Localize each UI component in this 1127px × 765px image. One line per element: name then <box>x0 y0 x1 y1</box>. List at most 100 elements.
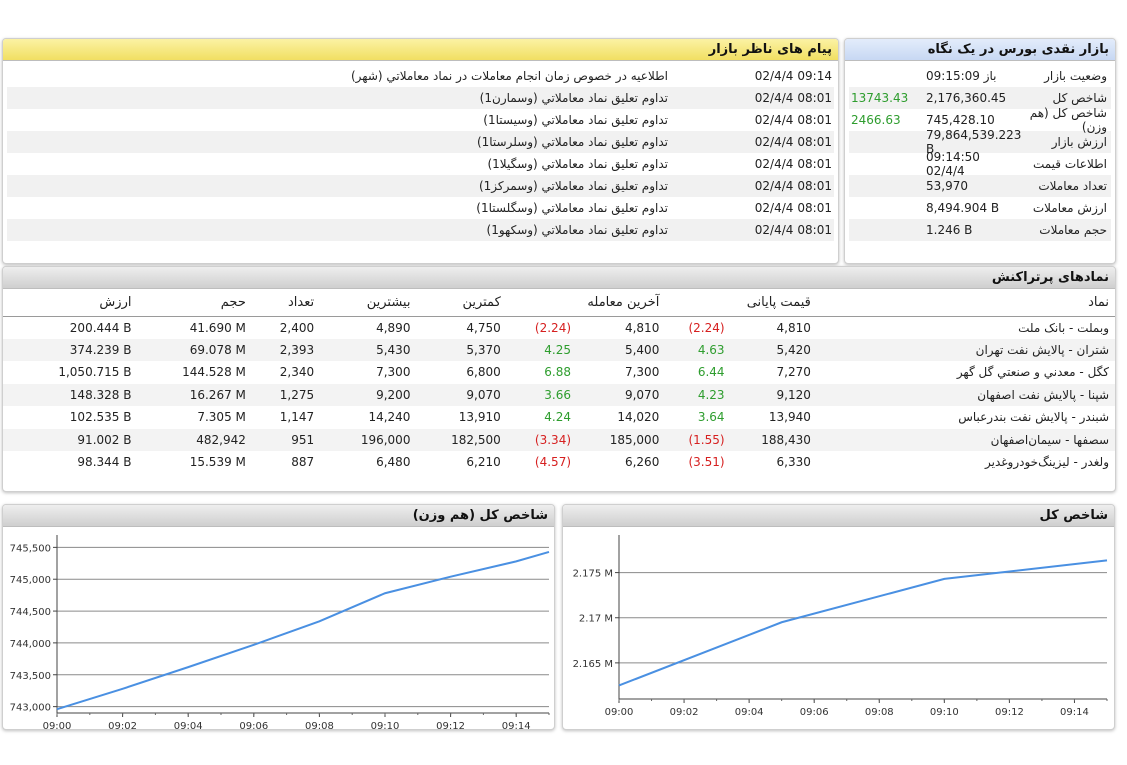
cell-volume: 482,942 <box>135 428 250 451</box>
col-header-last-trade[interactable]: آخرین معامله <box>504 289 664 317</box>
table-row[interactable]: 102.535 B 7.305 M 1,147 14,240 13,910 4.24 14,… <box>3 406 1115 429</box>
message-time: 08:01 <box>797 135 832 149</box>
message-row[interactable]: 02/4/4 08:01 تداوم تعلیق نماد معاملاتي (وس… <box>7 175 834 197</box>
cell-symbol[interactable]: وبملت - بانک ملت <box>814 316 1115 339</box>
x-tick-label: 09:12 <box>995 707 1024 718</box>
message-text[interactable]: تداوم تعلیق نماد معاملاتي (وسیستا1) <box>483 113 668 127</box>
cell-last-trade: 9,070 <box>575 383 664 406</box>
table-row[interactable]: 200.444 B 41.690 M 2,400 4,890 4,750 (2.24) 4,… <box>3 316 1115 339</box>
cell-max: 7,300 <box>318 361 415 384</box>
series-line <box>618 559 1108 687</box>
x-tick-label: 09:00 <box>605 707 634 718</box>
total-index-chart: 2.165 M 2.17 M 2.175 M 09:00 09:02 09:04 09:06… <box>573 535 1108 718</box>
cell-count: 2,340 <box>249 361 319 384</box>
message-time: 08:01 <box>797 91 832 105</box>
glance-value: 79,864,539.223 B <box>926 128 1022 156</box>
y-tick-label: 2.175 M <box>573 569 613 580</box>
x-tick-label: 09:12 <box>436 721 465 730</box>
cell-symbol[interactable]: شتران - پالایش نفت تهران <box>814 338 1115 361</box>
cell-min: 13,910 <box>414 406 505 429</box>
cell-symbol[interactable]: کگل - معدني و صنعتي گل گهر <box>814 361 1115 384</box>
message-datetime: 02/4/4 09:14 <box>676 69 834 83</box>
col-header-max[interactable]: بیشترین <box>318 289 415 317</box>
table-row[interactable]: 374.239 B 69.078 M 2,393 5,430 5,370 4.25 5,40… <box>3 338 1115 361</box>
col-header-count[interactable]: تعداد <box>249 289 319 317</box>
x-tick-label: 09:14 <box>502 721 531 730</box>
cell-min: 4,750 <box>414 316 505 339</box>
message-date: 02/4/4 <box>754 179 794 193</box>
message-row[interactable]: 02/4/4 08:01 تداوم تعلیق نماد معاملاتي (وس… <box>7 109 834 131</box>
message-row[interactable]: 02/4/4 09:14 اطلاعیه در خصوص زمان انجام مع… <box>7 65 834 87</box>
glance-label: وضعیت بازار <box>1044 69 1107 83</box>
message-row[interactable]: 02/4/4 08:01 تداوم تعلیق نماد معاملاتي (وس… <box>7 153 834 175</box>
cell-value: 200.444 B <box>3 316 136 339</box>
table-row[interactable]: 1,050.715 B 144.528 M 2,340 7,300 6,800 6.88 7… <box>3 361 1115 384</box>
glance-label: اطلاعات قیمت <box>1032 157 1107 171</box>
glance-row: حجم معاملات 1.246 B <box>849 219 1111 241</box>
x-tick-label: 09:06 <box>239 721 268 730</box>
cell-final-price: 7,270 <box>728 361 815 384</box>
x-tick-label: 09:04 <box>174 721 203 730</box>
message-text[interactable]: تداوم تعلیق نماد معاملاتي (وسلرستا1) <box>476 135 668 149</box>
message-row[interactable]: 02/4/4 08:01 تداوم تعلیق نماد معاملاتي (وس… <box>7 87 834 109</box>
message-date: 02/4/4 <box>754 113 794 127</box>
glance-label: ارزش بازار <box>1051 135 1107 149</box>
y-tick-label: 745,500 <box>10 543 51 554</box>
y-tick-label: 744,500 <box>10 607 51 618</box>
market-messages-panel: پیام های ناظر بازار 02/4/4 09:14 اطلاعیه د… <box>2 38 839 264</box>
table-row[interactable]: 148.328 B 16.267 M 1,275 9,200 9,070 3.66 9,07… <box>3 383 1115 406</box>
glance-value: 1.246 B <box>926 223 973 237</box>
x-tick-label: 09:02 <box>670 707 699 718</box>
cell-volume: 144.528 M <box>135 361 250 384</box>
table-row[interactable]: 91.002 B 482,942 951 196,000 182,500 (3.34) 18… <box>3 428 1115 451</box>
cell-min: 6,800 <box>414 361 505 384</box>
message-row[interactable]: 02/4/4 08:01 تداوم تعلیق نماد معاملاتي (وس… <box>7 219 834 241</box>
cell-volume: 15.539 M <box>135 451 250 474</box>
message-row[interactable]: 02/4/4 08:01 تداوم تعلیق نماد معاملاتي (وس… <box>7 197 834 219</box>
message-text[interactable]: تداوم تعلیق نماد معاملاتي (وسمارن1) <box>479 91 668 105</box>
message-date: 02/4/4 <box>754 69 794 83</box>
message-text[interactable]: تداوم تعلیق نماد معاملاتي (وسگلستا1) <box>476 201 668 215</box>
glance-row: وضعیت بازار باز 09:15:09 <box>849 65 1111 87</box>
message-text[interactable]: اطلاعیه در خصوص زمان انجام معاملات در نم… <box>350 69 668 83</box>
message-text[interactable]: تداوم تعلیق نماد معاملاتي (وسمرکز1) <box>478 179 668 193</box>
cell-symbol[interactable]: شپنا - پالایش نفت اصفهان <box>814 383 1115 406</box>
col-header-volume[interactable]: حجم <box>135 289 250 317</box>
cell-final-price: 13,940 <box>728 406 815 429</box>
cell-last-change: 3.66 <box>504 383 576 406</box>
table-row[interactable]: 98.344 B 15.539 M 887 6,480 6,210 (4.57) 6,260… <box>3 451 1115 474</box>
col-header-symbol[interactable]: نماد <box>814 289 1115 317</box>
cell-symbol[interactable]: ولغدر - لیزینگ‌خودروغدیر <box>814 451 1115 474</box>
message-date: 02/4/4 <box>754 201 794 215</box>
message-time: 08:01 <box>797 223 832 237</box>
glance-row: ارزش معاملات 8,494.904 B <box>849 197 1111 219</box>
cell-max: 9,200 <box>318 383 415 406</box>
col-header-value[interactable]: ارزش <box>3 289 136 317</box>
message-datetime: 02/4/4 08:01 <box>676 91 834 105</box>
cell-count: 2,393 <box>249 338 319 361</box>
y-tick-label: 743,000 <box>10 703 51 714</box>
glance-label: حجم معاملات <box>1039 223 1107 237</box>
equal-weight-index-chart: 743,000 743,500 744,000 744,500 745,000 745,5… <box>10 535 550 730</box>
col-header-final-price[interactable]: قیمت پایانی <box>663 289 815 317</box>
y-tick-label: 2.17 M <box>579 614 613 625</box>
cell-symbol[interactable]: سصفها - سیمان‌اصفهان <box>814 428 1115 451</box>
message-datetime: 02/4/4 08:01 <box>676 157 834 171</box>
top-traded-body: 200.444 B 41.690 M 2,400 4,890 4,750 (2.24) 4,… <box>3 316 1115 474</box>
message-row[interactable]: 02/4/4 08:01 تداوم تعلیق نماد معاملاتي (وس… <box>7 131 834 153</box>
cell-last-trade: 7,300 <box>575 361 664 384</box>
col-header-min[interactable]: کمترین <box>414 289 505 317</box>
cell-value: 91.002 B <box>3 428 136 451</box>
market-glance-panel: بازار نقدی بورس در یک نگاه وضعیت بازار با… <box>844 38 1116 264</box>
cell-max: 14,240 <box>318 406 415 429</box>
message-text[interactable]: تداوم تعلیق نماد معاملاتي (وسکهو1) <box>486 223 668 237</box>
cell-volume: 69.078 M <box>135 338 250 361</box>
message-text[interactable]: تداوم تعلیق نماد معاملاتي (وسگیلا1) <box>487 157 668 171</box>
glance-value: باز 09:15:09 <box>926 69 997 83</box>
x-tick-label: 09:14 <box>1060 707 1089 718</box>
glance-row: تعداد معاملات 53,970 <box>849 175 1111 197</box>
equal-weight-index-chart-panel: شاخص کل (هم وزن) 743,000 743,500 744,000 74… <box>2 504 555 730</box>
cell-symbol[interactable]: شبندر - پالایش نفت بندرعباس <box>814 406 1115 429</box>
cell-last-change: (4.57) <box>504 451 576 474</box>
message-datetime: 02/4/4 08:01 <box>676 223 834 237</box>
